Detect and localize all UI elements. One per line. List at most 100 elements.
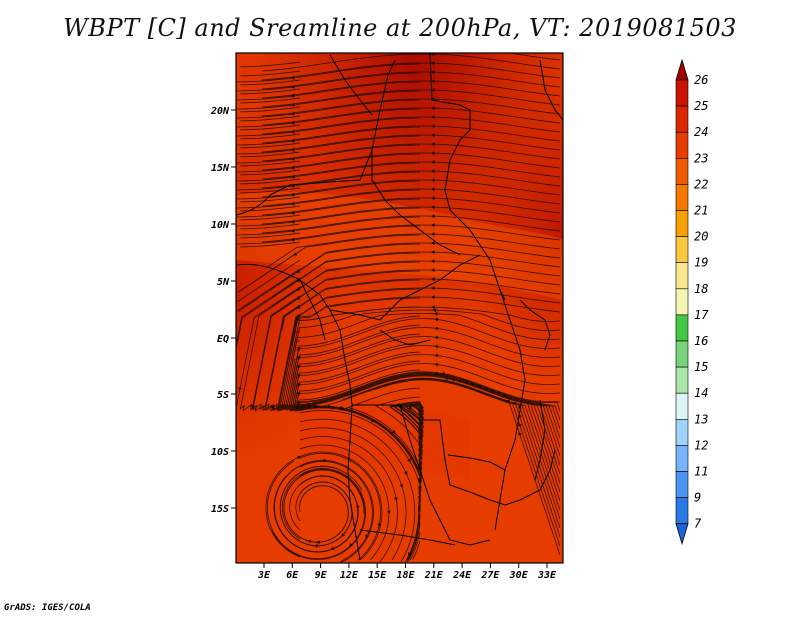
streamline-arrowhead xyxy=(430,196,435,201)
colorbar-swatch xyxy=(675,314,689,342)
streamline xyxy=(412,540,421,560)
streamline-arrowhead xyxy=(251,404,255,409)
streamline-arrowhead xyxy=(420,432,424,437)
colorbar-swatch xyxy=(675,497,689,525)
lat-label: 15N xyxy=(211,163,230,174)
streamline xyxy=(236,72,421,92)
streamline-arrowhead xyxy=(341,533,345,537)
colorbar-label: 13 xyxy=(694,412,708,426)
streamline-arrowhead xyxy=(434,371,438,376)
streamline-arrowhead xyxy=(477,384,482,389)
colorbar-bottom-arrow xyxy=(675,523,689,546)
streamline xyxy=(236,117,421,137)
colorbar-swatch xyxy=(675,366,689,394)
streamline-arrowhead xyxy=(432,308,437,313)
streamline-arrowhead xyxy=(430,205,435,210)
streamline-arrowhead xyxy=(417,435,422,440)
streamline-arrowhead xyxy=(296,305,301,309)
lat-label: 20N xyxy=(210,106,230,117)
streamline-arrowhead xyxy=(297,374,301,378)
streamline xyxy=(240,106,301,113)
streamline-arrowhead xyxy=(457,379,462,383)
streamline xyxy=(261,125,561,144)
streamline xyxy=(236,108,421,128)
streamline-arrowhead xyxy=(290,102,295,107)
streamline-arrowhead xyxy=(290,111,295,116)
streamline-arrowhead xyxy=(431,305,435,310)
lat-label: 5S xyxy=(217,390,229,401)
lat-label: 10N xyxy=(211,220,230,231)
streamline xyxy=(237,250,301,293)
streamline xyxy=(279,465,353,547)
colorbar-label: 25 xyxy=(694,99,708,113)
streamline xyxy=(240,97,301,104)
streamline xyxy=(240,223,301,230)
streamline-arrowhead xyxy=(394,497,398,502)
streamline xyxy=(240,142,301,149)
streamline-arrowhead xyxy=(441,372,445,376)
colorbar-label: 20 xyxy=(694,230,708,244)
streamline-arrowhead xyxy=(290,93,295,98)
streamline xyxy=(236,63,421,83)
streamline xyxy=(261,170,561,189)
streamline-arrowhead xyxy=(430,232,435,237)
streamline xyxy=(272,242,561,289)
colorbar-label: 18 xyxy=(694,282,708,296)
streamline xyxy=(261,89,561,108)
streamline-arrowhead xyxy=(271,405,276,410)
streamline xyxy=(265,451,383,561)
streamline-arrowhead xyxy=(430,142,435,147)
streamline xyxy=(237,259,301,302)
streamline xyxy=(299,427,407,561)
streamline-arrowhead xyxy=(296,296,301,300)
streamline xyxy=(240,178,301,185)
streamline xyxy=(292,327,561,388)
streamline xyxy=(236,286,301,406)
colorbar-label: 14 xyxy=(694,386,708,400)
streamline-arrowhead xyxy=(290,120,295,125)
streamline-arrowhead xyxy=(290,165,295,170)
streamline xyxy=(264,279,421,412)
streamline-arrowhead xyxy=(331,405,336,410)
streamline xyxy=(293,354,561,410)
colorbar-swatch xyxy=(675,445,689,472)
streamline xyxy=(236,198,421,218)
streamline-arrowhead xyxy=(407,458,411,463)
streamline xyxy=(240,61,301,68)
colorbar-label: 19 xyxy=(694,256,708,270)
streamline xyxy=(240,70,301,77)
lat-label: 10S xyxy=(211,447,229,458)
lon-label: 30E xyxy=(509,570,529,581)
streamline-arrowhead xyxy=(399,484,404,488)
streamline xyxy=(240,115,301,122)
streamline xyxy=(289,306,561,356)
streamline-arrowhead xyxy=(430,268,435,273)
streamline-arrowhead xyxy=(297,365,301,369)
streamline-arrowhead xyxy=(430,124,435,129)
streamline-arrowhead xyxy=(430,250,435,255)
streamline xyxy=(261,188,561,207)
streamline-arrowhead xyxy=(434,335,438,340)
streamline xyxy=(367,379,561,547)
streamline xyxy=(236,126,421,146)
streamline-arrowhead xyxy=(297,347,301,351)
streamline xyxy=(236,81,421,101)
streamline xyxy=(292,318,561,379)
streamline-arrowhead xyxy=(293,321,298,326)
lon-label: 24E xyxy=(452,570,472,581)
streamline-arrowhead xyxy=(490,389,494,393)
colorbar-label: 24 xyxy=(694,125,708,139)
streamline xyxy=(240,214,301,221)
streamline-arrowhead xyxy=(290,192,295,197)
lon-label: 12E xyxy=(340,570,359,581)
streamline xyxy=(261,206,561,225)
streamline-arrowhead xyxy=(297,401,301,405)
streamline-arrowhead xyxy=(430,61,435,66)
streamline xyxy=(271,467,367,560)
streamline xyxy=(272,260,561,307)
streamline-arrowhead xyxy=(430,70,435,75)
colorbar-swatch xyxy=(675,236,689,264)
streamline-arrowhead xyxy=(518,422,522,427)
streamline xyxy=(292,296,561,353)
